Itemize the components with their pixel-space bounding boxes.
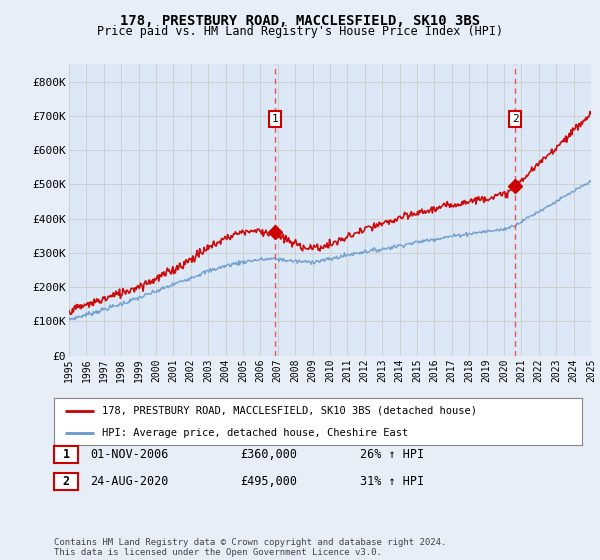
Text: £495,000: £495,000 <box>240 475 297 488</box>
Text: 178, PRESTBURY ROAD, MACCLESFIELD, SK10 3BS (detached house): 178, PRESTBURY ROAD, MACCLESFIELD, SK10 … <box>101 406 476 416</box>
Text: 1: 1 <box>62 448 70 461</box>
Text: £360,000: £360,000 <box>240 448 297 461</box>
Text: 2: 2 <box>512 114 518 124</box>
Text: 31% ↑ HPI: 31% ↑ HPI <box>360 475 424 488</box>
Text: Contains HM Land Registry data © Crown copyright and database right 2024.
This d: Contains HM Land Registry data © Crown c… <box>54 538 446 557</box>
Text: 26% ↑ HPI: 26% ↑ HPI <box>360 448 424 461</box>
Text: 01-NOV-2006: 01-NOV-2006 <box>90 448 169 461</box>
Text: 178, PRESTBURY ROAD, MACCLESFIELD, SK10 3BS: 178, PRESTBURY ROAD, MACCLESFIELD, SK10 … <box>120 14 480 28</box>
Text: 24-AUG-2020: 24-AUG-2020 <box>90 475 169 488</box>
Text: Price paid vs. HM Land Registry's House Price Index (HPI): Price paid vs. HM Land Registry's House … <box>97 25 503 38</box>
Text: 2: 2 <box>62 475 70 488</box>
Text: 1: 1 <box>271 114 278 124</box>
Text: HPI: Average price, detached house, Cheshire East: HPI: Average price, detached house, Ches… <box>101 428 408 438</box>
